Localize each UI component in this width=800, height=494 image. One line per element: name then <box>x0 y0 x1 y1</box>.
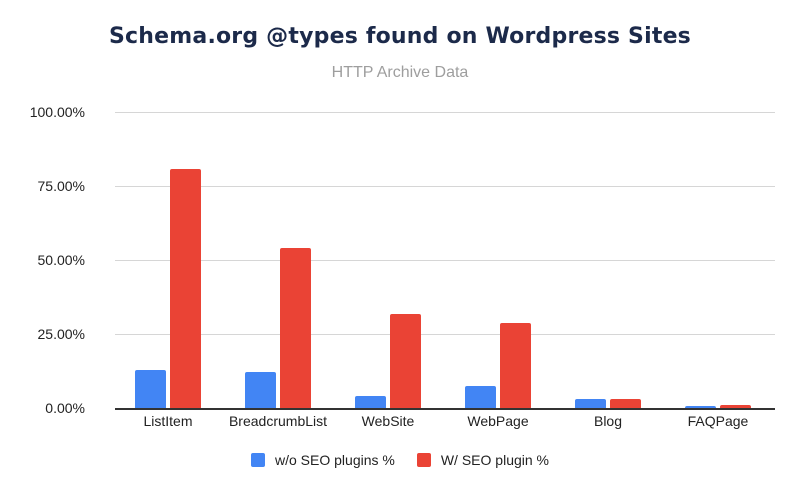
plot-area: 0.00% 25.00% 50.00% 75.00% 100.00% ListItem Br… <box>30 104 775 429</box>
legend: w/o SEO plugins % W/ SEO plugin % <box>0 452 800 468</box>
legend-swatch <box>251 453 265 467</box>
x-axis-line <box>115 408 775 410</box>
gridline <box>115 186 775 187</box>
x-tick-label: WebSite <box>361 413 415 429</box>
x-tick-label: Blog <box>593 413 623 429</box>
y-tick-label: 50.00% <box>37 252 85 268</box>
chart-title: Schema.org @types found on Wordpress Sit… <box>109 24 691 49</box>
gridline <box>115 260 775 261</box>
y-tick-label: 100.00% <box>29 104 85 120</box>
legend-swatch <box>416 453 431 467</box>
x-tick-label: FAQPage <box>687 413 749 429</box>
legend-label: W/ SEO plugin % <box>440 452 549 468</box>
gridline <box>115 334 775 335</box>
x-tick-label: ListItem <box>143 413 193 429</box>
x-tick-label: WebPage <box>467 413 529 429</box>
bar-with-seo-website <box>390 313 421 408</box>
bar-with-seo-listitem <box>170 168 201 408</box>
bar-without-seo-website <box>355 395 386 408</box>
x-tick-label: BreadcrumbList <box>228 413 328 429</box>
bar-without-seo-webpage <box>465 386 496 408</box>
legend-item: w/o SEO plugins % <box>251 452 395 468</box>
chart-subtitle: HTTP Archive Data <box>331 64 469 81</box>
y-tick-label: 75.00% <box>37 178 85 194</box>
bar-without-seo-listitem <box>135 370 166 408</box>
bar-with-seo-blog <box>610 398 641 408</box>
bar-without-seo-breadcrumblist <box>245 371 276 408</box>
gridline <box>115 112 775 113</box>
y-tick-label: 0.00% <box>45 400 85 416</box>
legend-item: W/ SEO plugin % <box>416 452 549 468</box>
y-tick-label: 25.00% <box>37 326 85 342</box>
bar-with-seo-breadcrumblist <box>280 248 311 408</box>
bar-with-seo-faqpage <box>720 405 751 408</box>
bar-without-seo-faqpage <box>685 406 716 408</box>
bar-with-seo-webpage <box>500 322 531 408</box>
bar-without-seo-blog <box>575 398 606 408</box>
legend-label: w/o SEO plugins % <box>275 452 395 468</box>
